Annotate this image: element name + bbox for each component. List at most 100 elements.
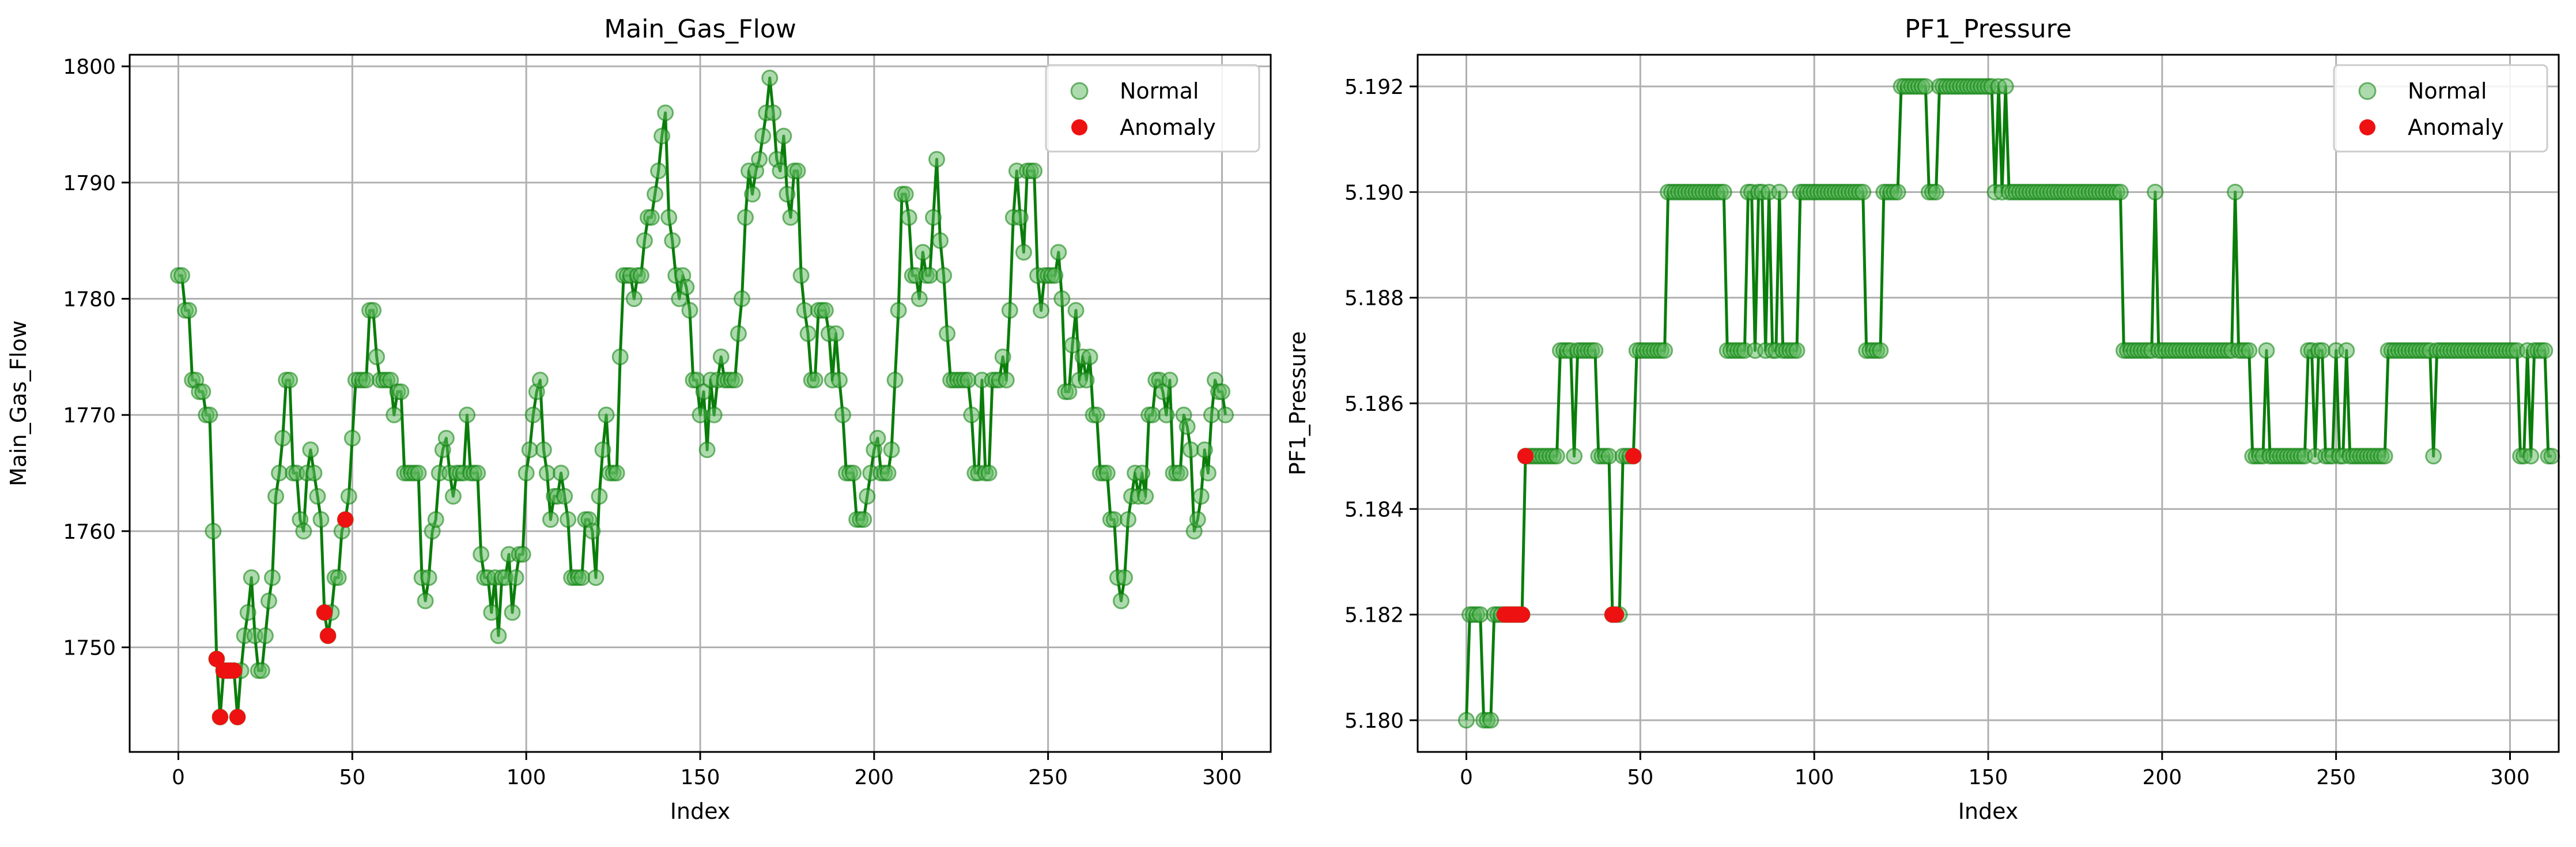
normal-point — [194, 383, 211, 400]
normal-point — [205, 523, 222, 540]
normal-point — [1001, 302, 1018, 319]
normal-point — [897, 186, 914, 203]
normal-point — [573, 569, 591, 586]
x-tick-label: 250 — [1028, 766, 1068, 789]
chart-panel-1: 0 50 100 150 200 250 300 1750 1760 1770 1780 1790 18… — [6, 14, 1272, 824]
x-tick-label: 0 — [1460, 766, 1473, 789]
x-tick-label: 150 — [681, 766, 720, 789]
normal-point — [796, 302, 813, 319]
normal-point — [705, 406, 723, 423]
normal-point — [2522, 448, 2540, 465]
normal-point — [2258, 342, 2275, 359]
anomaly-point — [316, 604, 333, 621]
normal-point — [980, 464, 998, 482]
normal-point — [584, 523, 601, 540]
x-tick-label: 300 — [2490, 766, 2530, 789]
normal-point — [1927, 183, 1944, 201]
normal-point — [531, 372, 549, 389]
normal-point — [712, 348, 730, 365]
normal-point — [1217, 406, 1234, 423]
normal-point — [1137, 487, 1154, 505]
anomaly-point — [229, 709, 246, 725]
normal-point — [1088, 406, 1105, 423]
normal-point — [2543, 448, 2560, 465]
normal-point — [417, 592, 434, 610]
normal-point — [553, 464, 570, 482]
normal-point — [1144, 406, 1161, 423]
y-tick-label: 1750 — [63, 637, 116, 660]
normal-point — [1050, 244, 1067, 261]
normal-point — [939, 325, 956, 342]
normal-point — [309, 487, 326, 505]
normal-point — [657, 104, 674, 122]
normal-point — [507, 569, 524, 586]
normal-point — [386, 406, 403, 423]
legend-box — [2333, 64, 2548, 153]
normal-point — [806, 372, 824, 389]
normal-point — [678, 278, 695, 296]
normal-point — [845, 464, 862, 482]
normal-point — [594, 441, 611, 459]
x-tick-label: 100 — [1795, 766, 1834, 789]
chart-panel-2: 0 50 100 150 200 250 300 5.180 5.182 5.184 5.186 5.… — [1285, 14, 2560, 824]
normal-point — [312, 511, 330, 528]
y-tick-label: 1760 — [63, 520, 116, 544]
normal-point — [935, 267, 953, 284]
normal-point — [772, 162, 789, 180]
anomaly-point — [337, 511, 354, 528]
legend-anomaly-label: Anomaly — [1120, 115, 1216, 140]
normal-point — [654, 127, 671, 145]
legend-normal-label: Normal — [2408, 78, 2487, 104]
normal-point — [518, 464, 535, 482]
normal-point — [1872, 342, 1889, 359]
normal-point — [473, 546, 490, 563]
normal-point — [782, 209, 799, 226]
normal-point — [779, 186, 796, 203]
normal-point — [761, 69, 779, 86]
normal-point — [1047, 267, 1064, 284]
normal-point — [243, 569, 260, 586]
normal-point — [914, 244, 931, 261]
x-tick-label: 300 — [1202, 766, 1242, 789]
legend-normal-label: Normal — [1120, 78, 1199, 104]
normal-point — [869, 430, 886, 447]
normal-point — [1482, 712, 1499, 729]
x-axis-label: Index — [670, 799, 731, 824]
normal-point — [692, 406, 709, 423]
normal-point — [542, 511, 559, 528]
normal-point — [911, 290, 928, 307]
normal-point — [2241, 342, 2258, 359]
x-tick-label: 250 — [2316, 766, 2356, 789]
normal-point — [343, 430, 361, 447]
normal-point — [1548, 448, 1565, 465]
normal-point — [998, 372, 1015, 389]
normal-point — [1120, 511, 1136, 528]
normal-point — [1182, 441, 1199, 459]
normal-point — [1098, 464, 1116, 482]
normal-point — [1917, 78, 1934, 95]
normal-point — [830, 372, 848, 389]
normal-point — [598, 406, 615, 423]
normal-point — [459, 406, 476, 423]
normal-point — [883, 441, 900, 459]
normal-point — [2227, 183, 2244, 201]
y-tick-label: 5.182 — [1344, 604, 1404, 627]
normal-point — [239, 604, 256, 621]
normal-point — [744, 186, 761, 203]
normal-point — [928, 151, 945, 168]
normal-point — [1011, 209, 1029, 226]
normal-point — [1015, 244, 1032, 261]
legend: Normal Anomaly — [2333, 64, 2548, 153]
normal-point — [754, 127, 772, 145]
normal-point — [664, 232, 681, 249]
x-axis-label: Index — [1958, 799, 2019, 824]
anomaly-point — [211, 709, 228, 725]
y-tick-label: 5.184 — [1344, 498, 1404, 521]
normal-point — [650, 162, 667, 180]
normal-point — [834, 406, 851, 423]
normal-point — [789, 162, 806, 180]
normal-point — [643, 209, 660, 226]
normal-point — [253, 662, 270, 679]
